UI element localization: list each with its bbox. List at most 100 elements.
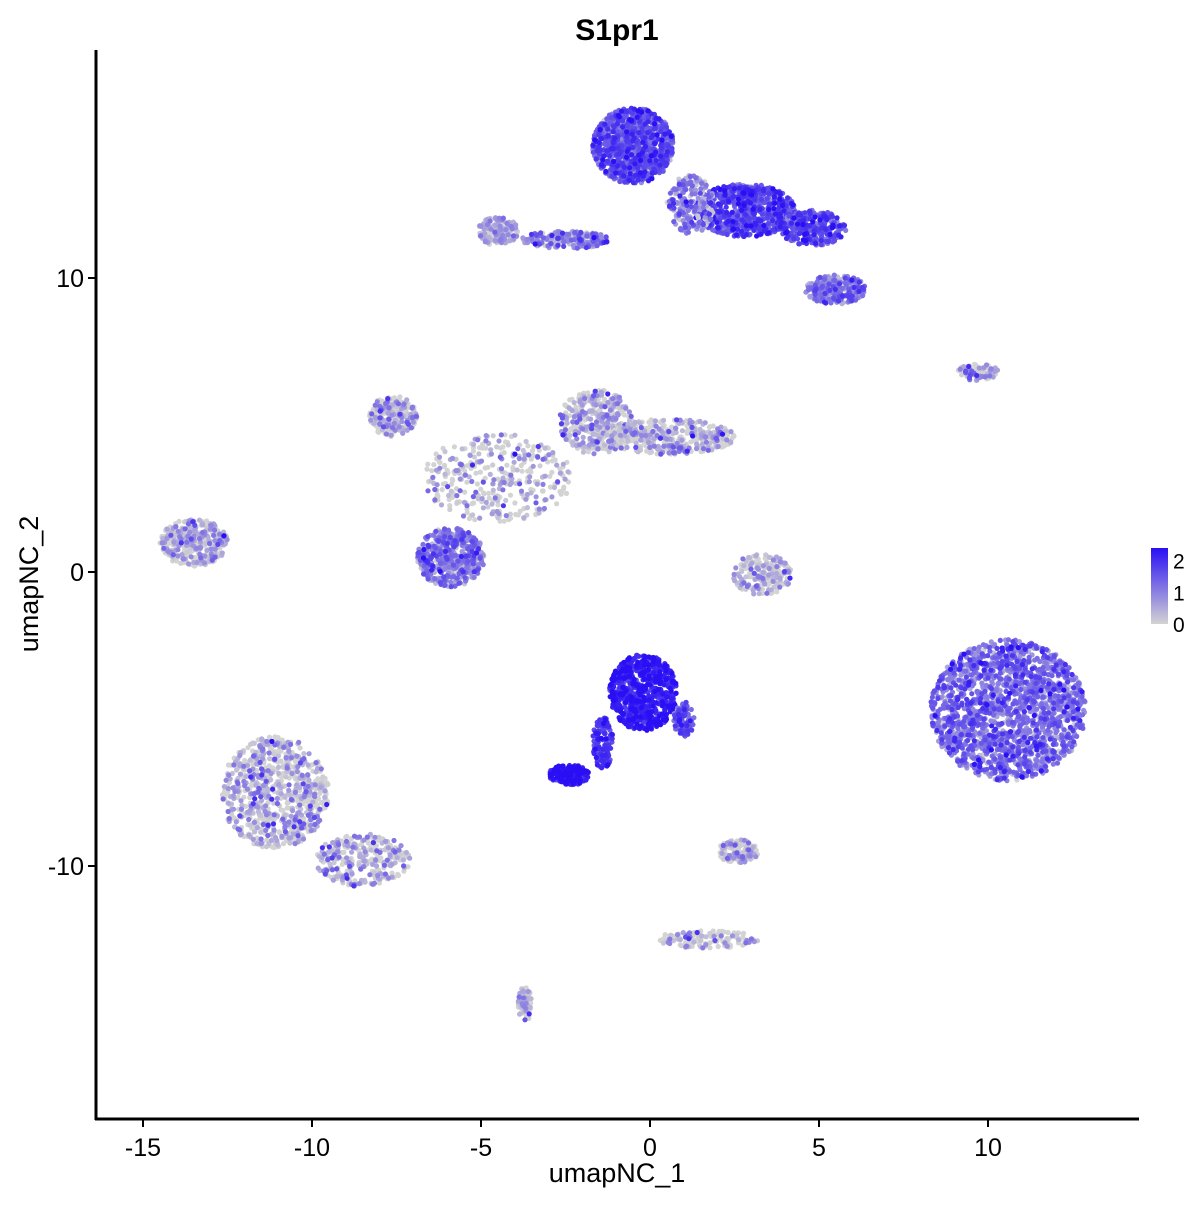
cell-point [752, 196, 758, 203]
cell-point [594, 762, 601, 768]
cell-point [825, 238, 831, 245]
cell-point [622, 675, 628, 681]
cell-point [968, 672, 974, 678]
cell-point [791, 236, 797, 242]
cell-point [838, 234, 844, 240]
cell-point [637, 170, 644, 176]
chart-title: S1pr1 [575, 14, 658, 47]
cell-point [751, 227, 757, 233]
cluster-8 [607, 652, 679, 733]
cell-point [1034, 655, 1040, 662]
cell-point [599, 753, 605, 759]
cell-point [577, 766, 583, 772]
cell-point [780, 203, 786, 209]
cell-point [1026, 727, 1032, 733]
cell-point [1080, 712, 1086, 718]
cell-point [707, 216, 713, 222]
cell-point [646, 662, 652, 668]
cell-point [945, 677, 951, 683]
cell-point [638, 685, 644, 691]
cell-point [596, 140, 602, 146]
cell-point [605, 158, 611, 164]
cell-point [785, 195, 791, 201]
cell-point [548, 241, 554, 247]
cell-point [995, 681, 1001, 687]
cell-point [508, 223, 514, 230]
cell-point [667, 685, 673, 691]
cell-point [641, 657, 647, 663]
cell-point [771, 194, 778, 200]
cell-point [636, 129, 642, 136]
cell-point [1054, 728, 1060, 734]
cell-point [684, 215, 691, 221]
cell-point [829, 225, 836, 231]
cell-point [510, 233, 516, 239]
cell-point [663, 124, 670, 130]
cell-point [677, 193, 683, 199]
cell-point [688, 203, 694, 210]
cell-point [673, 680, 679, 687]
cell-point [689, 219, 695, 225]
cell-point [647, 720, 653, 726]
cell-point [681, 706, 687, 713]
cell-point [746, 215, 752, 222]
cell-point [599, 765, 605, 771]
cell-point [827, 287, 833, 293]
cell-point [599, 758, 605, 764]
cell-point [629, 131, 635, 137]
cell-point [723, 204, 729, 210]
cell-point [859, 284, 866, 290]
cell-point [769, 217, 776, 224]
cell-point [831, 296, 837, 302]
cell-point [658, 145, 665, 151]
cell-point [818, 237, 824, 244]
cell-point [624, 148, 630, 154]
cell-point [676, 181, 682, 187]
cell-point [1034, 706, 1040, 712]
cell-point [963, 668, 969, 674]
cell-point [817, 217, 823, 223]
cell-point [610, 129, 616, 135]
cell-point [612, 676, 618, 682]
cell-point [783, 230, 789, 236]
cell-point [663, 668, 669, 674]
cell-point [1071, 677, 1077, 683]
cell-point [559, 777, 565, 783]
cell-point [761, 222, 767, 229]
cell-point [827, 231, 833, 237]
cell-point [730, 219, 736, 225]
cell-point [813, 240, 819, 246]
cluster-5 [664, 173, 716, 236]
cell-point [781, 208, 787, 214]
cell-point [610, 139, 616, 145]
cell-point [600, 720, 607, 727]
cell-point [577, 236, 583, 243]
cell-point [498, 236, 504, 242]
cell-point [614, 121, 621, 127]
cell-point [823, 214, 829, 220]
cell-point [528, 231, 535, 237]
cell-point [759, 211, 765, 217]
cell-point [810, 219, 816, 225]
cell-point [795, 211, 801, 218]
cell-point [641, 694, 647, 701]
cell-point [739, 217, 745, 223]
cell-point [1039, 759, 1045, 765]
cell-point [570, 765, 576, 771]
cell-point [617, 178, 623, 185]
cell-point [572, 229, 578, 236]
cell-point [630, 144, 636, 150]
cluster-1 [590, 105, 676, 186]
cell-point [1061, 727, 1067, 733]
cell-point [771, 206, 777, 212]
cell-point [604, 239, 610, 245]
cell-point [682, 224, 689, 230]
cell-point [662, 131, 668, 137]
cell-point [635, 164, 641, 170]
cell-point [632, 161, 638, 167]
cell-point [492, 237, 498, 243]
cell-point [777, 196, 783, 202]
cell-point [788, 220, 795, 226]
cell-point [638, 705, 645, 711]
cell-point [977, 730, 983, 736]
